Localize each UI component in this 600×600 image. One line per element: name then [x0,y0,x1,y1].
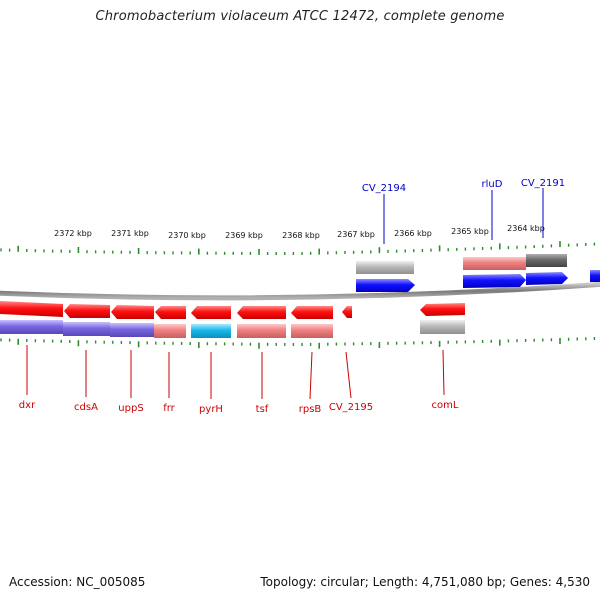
cds-block[interactable] [154,324,186,338]
reverse-cds-track [0,320,465,338]
cds-block[interactable] [63,322,110,336]
scale-label: 2370 kbp [168,231,206,240]
forward-cds-track [356,254,567,274]
gene-label-upps[interactable]: uppS [118,403,143,414]
leader-line [345,351,352,399]
leader-line [309,351,313,400]
cds-block[interactable] [526,254,567,267]
genome-backbone [0,281,600,301]
leader-line [442,349,445,396]
cds-block[interactable] [237,324,286,338]
scale-label: 2365 kbp [451,227,489,236]
gene-label-dxr[interactable]: dxr [19,400,36,411]
scale-label: 2368 kbp [282,231,320,240]
gene-label-coml[interactable]: comL [432,400,459,411]
gene-label-frr[interactable]: frr [163,403,175,414]
gene-arrow-cv2194[interactable] [356,279,415,292]
gene-arrow-cv2195[interactable] [342,306,352,318]
gene-label-cv2195[interactable]: CV_2195 [329,402,373,413]
gene-arrow-frr[interactable] [155,306,186,319]
gene-arrow-cv2191[interactable] [526,272,568,285]
scale-label: 2364 kbp [507,224,545,233]
gene-label-cv2191[interactable]: CV_2191 [521,178,565,189]
forward-gene-track [356,270,600,292]
gene-arrow-dxr[interactable] [0,301,63,317]
reverse-gene-labels: dxr cdsA uppS frr pyrH tsf rpsB CV_2195 … [19,345,459,415]
genome-title: Chromobacterium violaceum ATCC 12472, co… [95,9,505,24]
cds-block[interactable] [463,257,526,270]
gene-arrow-pyrh[interactable] [191,306,231,319]
gene-label-rlud[interactable]: rluD [482,179,503,190]
gene-label-tsf[interactable]: tsf [256,404,269,415]
scale-label: 2369 kbp [225,231,263,240]
gene-label-cv2194[interactable]: CV_2194 [362,183,406,194]
cds-block[interactable] [0,320,63,334]
scale-labels: 2372 kbp 2371 kbp 2370 kbp 2369 kbp 2368… [54,224,545,240]
accession-label: Accession: NC_005085 [9,575,146,589]
forward-gene-labels: CV_2194 rluD CV_2191 [362,178,565,244]
scale-label: 2366 kbp [394,229,432,238]
gene-arrow-cdsa[interactable] [64,304,110,318]
gene-arrow-upps[interactable] [111,305,154,319]
inner-tick-ring [0,337,596,349]
cds-block[interactable] [191,324,231,338]
cds-block[interactable] [420,320,465,334]
gene-arrow-rlud[interactable] [463,274,526,288]
cds-block[interactable] [291,324,333,338]
scale-label: 2371 kbp [111,229,149,238]
gene-arrow-tsf[interactable] [237,306,286,319]
cds-block[interactable] [110,323,154,337]
outer-tick-ring [0,241,596,255]
gene-label-rpsb[interactable]: rpsB [299,404,322,415]
scale-label: 2367 kbp [337,230,375,239]
scale-label: 2372 kbp [54,229,92,238]
reverse-gene-track [0,301,465,319]
gene-label-cdsa[interactable]: cdsA [74,402,98,413]
cds-block[interactable] [356,261,414,274]
gene-arrow-rpsb[interactable] [291,306,333,319]
gene-arrow-coml[interactable] [420,303,465,316]
topology-label: Topology: circular; Length: 4,751,080 bp… [260,575,590,589]
gene-arrow-partial[interactable] [590,270,600,282]
gene-label-pyrh[interactable]: pyrH [199,404,223,415]
